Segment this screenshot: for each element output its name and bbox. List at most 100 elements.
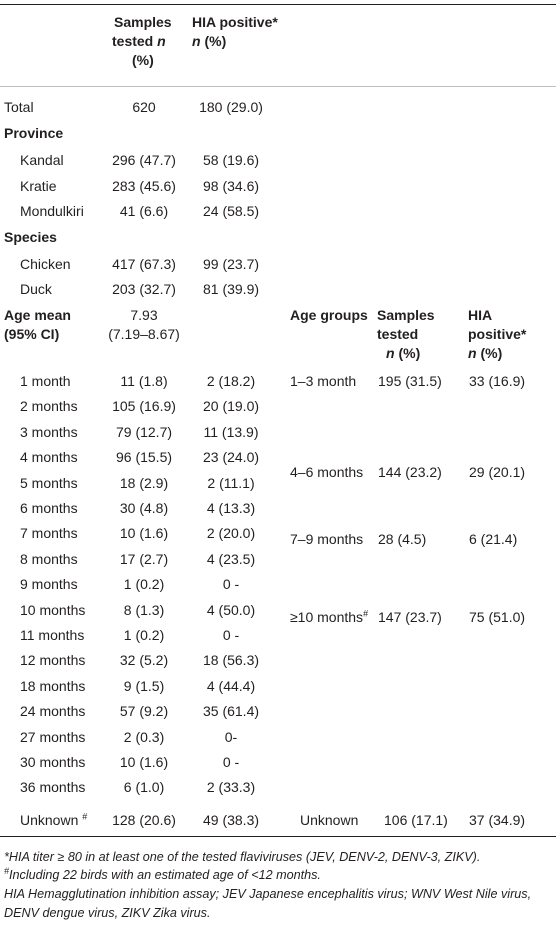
age-row-samples: 9 (1.5): [123, 677, 165, 694]
species-samples: 203 (32.7): [112, 281, 176, 297]
age-group-hia: 75 (51.0): [469, 609, 526, 625]
age-group-hia: 37 (34.9): [469, 812, 526, 828]
age-unknown-text: Unknown: [20, 812, 79, 828]
age-row-label: 11 months: [20, 627, 85, 643]
species-label: Chicken: [20, 256, 71, 272]
age-row-hia: 35 (61.4): [202, 703, 260, 720]
header-samples-line3: (%): [132, 52, 154, 68]
age-group-label: 1–3 month: [290, 372, 356, 390]
age-group-hia: 29 (20.1): [469, 464, 526, 480]
top-rule: [0, 4, 556, 5]
age-heading-line2: (95% CI): [4, 326, 60, 342]
footnote-hia-titer: *HIA titer ≥ 80 in at least one of the t…: [4, 850, 481, 864]
age-group-text: 1–3 month: [290, 373, 357, 389]
age-group-label: Unknown: [300, 811, 358, 829]
age-row-hia: 0 -: [222, 576, 240, 593]
age-groups-samples-h2: tested: [377, 326, 419, 342]
total-hia: 180 (29.0): [199, 99, 263, 115]
age-row-samples: 32 (5.2): [119, 652, 169, 669]
age-row-label: 5 months: [20, 474, 78, 491]
age-unknown-label: Unknown #: [20, 811, 87, 829]
age-row-samples: 2 (0.3): [123, 728, 165, 745]
age-row-hia: 0-: [224, 728, 238, 745]
age-row-samples: 8 (1.3): [123, 601, 165, 618]
species-hia: 81 (39.9): [202, 281, 260, 297]
header-hia-line2: n (%): [192, 33, 227, 49]
species-heading: Species: [4, 229, 57, 245]
age-group-mark: #: [363, 608, 369, 619]
age-row-hia: 11 (13.9): [203, 423, 259, 440]
age-row-samples: 105 (16.9): [112, 398, 176, 415]
age-row-label: 10 months: [20, 601, 86, 618]
province-heading: Province: [4, 125, 64, 141]
province-label: Kratie: [20, 177, 57, 194]
header-rule: [0, 86, 556, 87]
age-group-samples: 106 (17.1): [384, 812, 448, 828]
age-row-samples: 57 (9.2): [119, 703, 169, 720]
age-groups-header: Age groups: [290, 307, 368, 323]
age-row-label: 18 months: [20, 677, 86, 694]
age-row-label: 3 months: [20, 423, 78, 440]
age-row-hia: 2 (33.3): [206, 779, 256, 796]
age-row-samples: 18 (2.9): [119, 474, 169, 491]
age-groups-hia-h1: HIA: [468, 307, 493, 323]
age-groups-samples-h3: n (%): [386, 345, 421, 361]
age-group-label: ≥10 months#: [290, 608, 368, 626]
species-label: Duck: [20, 281, 52, 297]
age-row-samples: 30 (4.8): [119, 500, 169, 516]
age-row-label: 27 months: [20, 728, 86, 745]
age-group-label: 4–6 months: [290, 463, 363, 481]
age-unknown-hia: 49 (38.3): [202, 812, 260, 828]
age-row-label: 12 months: [20, 652, 86, 669]
province-samples: 41 (6.6): [119, 203, 169, 219]
province-hia: 24 (58.5): [202, 203, 260, 219]
age-group-hia: 6 (21.4): [469, 531, 518, 547]
age-groups-hia-h2: positive*: [468, 326, 527, 342]
age-row-hia: 4 (50.0): [206, 601, 256, 618]
age-row-hia: 20 (19.0): [202, 398, 260, 415]
age-row-hia: 0 -: [222, 754, 240, 770]
age-row-hia: 2 (11.1): [207, 474, 255, 491]
age-group-text: Unknown: [300, 812, 359, 828]
age-group-text: ≥10 months: [290, 609, 364, 625]
footnote-abbreviations: HIA Hemagglutination inhibition assay; J…: [4, 887, 532, 920]
age-group-samples: 147 (23.7): [378, 609, 442, 625]
age-mean-ci: (7.19–8.67): [108, 326, 180, 342]
age-row-samples: 96 (15.5): [115, 449, 173, 466]
age-row-samples: 17 (2.7): [119, 550, 169, 567]
header-hia-line1: HIA positive*: [192, 14, 278, 30]
age-group-samples: 195 (31.5): [378, 373, 442, 389]
age-row-samples: 10 (1.6): [119, 525, 169, 542]
age-groups-samples-h1: Samples: [377, 307, 435, 323]
age-group-samples: 144 (23.2): [378, 464, 442, 480]
age-row-samples: 79 (12.7): [115, 423, 173, 440]
age-row-label: 8 months: [20, 550, 78, 567]
province-samples: 296 (47.7): [112, 152, 176, 168]
age-row-label: 6 months: [20, 500, 78, 516]
province-label: Mondulkiri: [20, 203, 84, 219]
age-row-label: 2 months: [20, 398, 78, 415]
age-row-hia: 4 (44.4): [206, 677, 256, 694]
age-unknown-mark: #: [82, 811, 88, 822]
age-row-label: 24 months: [20, 703, 86, 720]
species-hia: 99 (23.7): [202, 256, 260, 272]
province-samples: 283 (45.6): [112, 177, 176, 194]
age-row-samples: 11 (1.8): [120, 373, 168, 389]
age-row-hia: 2 (20.0): [206, 525, 256, 542]
total-label: Total: [4, 99, 34, 115]
age-row-hia: 0 -: [222, 627, 240, 643]
total-samples: 620: [132, 99, 156, 115]
age-group-text: 7–9 months: [290, 531, 364, 547]
age-row-label: 4 months: [20, 449, 78, 466]
province-hia: 98 (34.6): [202, 177, 260, 194]
age-row-label: 9 months: [20, 576, 78, 593]
province-label: Kandal: [20, 152, 64, 168]
age-row-hia: 23 (24.0): [202, 449, 260, 466]
header-samples-line2: tested n: [112, 33, 166, 49]
species-samples: 417 (67.3): [112, 256, 176, 272]
age-row-hia: 18 (56.3): [202, 652, 260, 669]
age-unknown-samples: 128 (20.6): [112, 812, 176, 828]
age-mean-value: 7.93: [130, 307, 158, 323]
footnote-age-estimate: #Including 22 birds with an estimated ag…: [4, 866, 552, 885]
